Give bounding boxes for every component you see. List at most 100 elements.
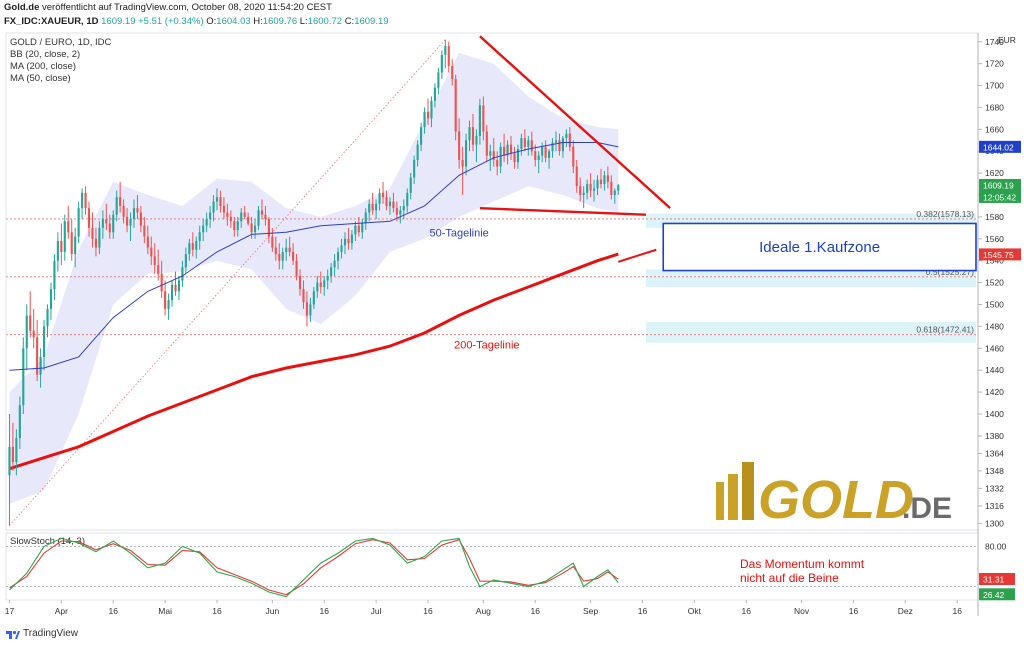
candle-body [240,212,243,222]
x-tick-label: 16 [108,606,118,616]
y-tick-label: 1348 [985,466,1004,476]
candle-body [579,186,582,196]
x-tick-label: Dez [898,606,913,616]
change: +5.51 (+0.34%) [138,16,204,27]
candle-body [509,144,513,154]
x-tick-label: Nov [794,606,810,616]
candle-body [115,197,118,215]
x-tick-label: 16 [531,606,541,616]
candle-body [32,330,35,338]
candle-body [153,256,156,266]
candle-body [305,302,309,316]
candle-body [67,221,70,233]
candle-body [243,212,246,217]
candle-body [575,166,578,187]
tradingview-badge[interactable]: TradingView [6,628,78,639]
candle-body [312,291,315,305]
y-tick-label: 1400 [985,409,1004,419]
candle-body [174,284,177,292]
candle-body [530,140,533,152]
candle-body [506,144,509,156]
candle-body [143,225,146,237]
indicator-bb[interactable]: BB (20, close, 2) [10,49,81,60]
candle-body [136,208,139,213]
momentum-line-2: nicht auf die Beine [740,571,839,585]
y-tick-label: 1364 [985,448,1004,458]
candle-body [592,188,596,191]
candle-body [108,223,111,233]
candle-body [520,138,523,150]
stoch-title: SlowStoch (14, 3) [10,536,85,547]
candle-body [544,146,547,158]
candle-body [364,212,367,224]
candle-body [209,212,212,220]
candle-body [253,225,257,233]
candle-body [485,131,488,156]
candle-body [219,197,222,206]
x-tick-label: Jul [371,606,382,616]
candle-body [198,232,201,241]
indicator-title[interactable]: GOLD / EURO, 1D, IDC [10,37,112,48]
candle-body [399,210,402,215]
candle-body [222,205,225,213]
fib-50-label: 0.5(1525.27) [926,267,974,277]
candle-body [188,243,191,255]
candle-body [534,151,537,160]
y-tick-label: 1316 [985,501,1004,511]
y-tick-label: 1560 [985,234,1004,244]
candle-body [617,185,620,191]
candle-body [56,240,59,261]
candle-body [464,140,468,167]
candle-body [350,234,353,244]
candle-body [496,159,499,167]
candle-body [122,205,125,217]
y-tick-label: 1380 [985,431,1004,441]
candle-body [340,245,343,252]
candle-body [381,192,385,198]
h-value: 1609.76 [262,16,298,27]
candle-body [333,260,336,268]
candle-body [541,146,544,156]
candle-body [94,238,98,248]
h-label: H: [253,16,263,27]
candle-body [426,111,430,119]
y-tick-label: 1700 [985,81,1004,91]
symbol[interactable]: FX_IDC:XAUEUR, 1D [4,16,99,27]
candle-body [267,219,270,237]
zone-50 [645,269,976,287]
x-tick-label: Mai [158,606,172,616]
c-value: 1609.19 [354,16,389,27]
candle-body [316,282,319,292]
candle-body [146,236,149,248]
candle-body [551,142,554,152]
candle-body [471,127,475,145]
candle-body [49,289,53,309]
candle-body [385,197,388,206]
logo-bar-3 [742,462,754,520]
header-line-1: Gold.de veröffentlicht auf TradingView.c… [4,2,332,13]
candle-body [63,221,66,252]
y-tick-label: 1460 [985,343,1004,353]
x-tick-label: 16 [953,606,963,616]
candle-body [582,192,585,196]
candle-body [523,138,526,147]
candle-body [274,247,277,255]
candle-body [226,212,229,217]
x-tick-label: 17 [5,606,15,616]
indicator-ma50[interactable]: MA (50, close) [10,73,71,84]
kaufzone-label: Ideale 1.Kaufzone [759,239,880,256]
ma200-extension [617,248,657,263]
tradingview-icon [6,630,20,639]
candle-body [430,100,433,119]
label-50-tagelinie: 50-Tagelinie [429,228,488,240]
tradingview-label: TradingView [23,628,79,639]
candle-body [250,223,253,233]
candle-body [420,127,423,145]
candle-body [191,243,194,250]
indicator-ma200[interactable]: MA (200, close) [10,61,76,72]
y-tick-label: 1740 [985,37,1004,47]
support-line [479,206,646,216]
currency-label: EUR [998,35,1016,45]
candle-body [447,46,450,66]
